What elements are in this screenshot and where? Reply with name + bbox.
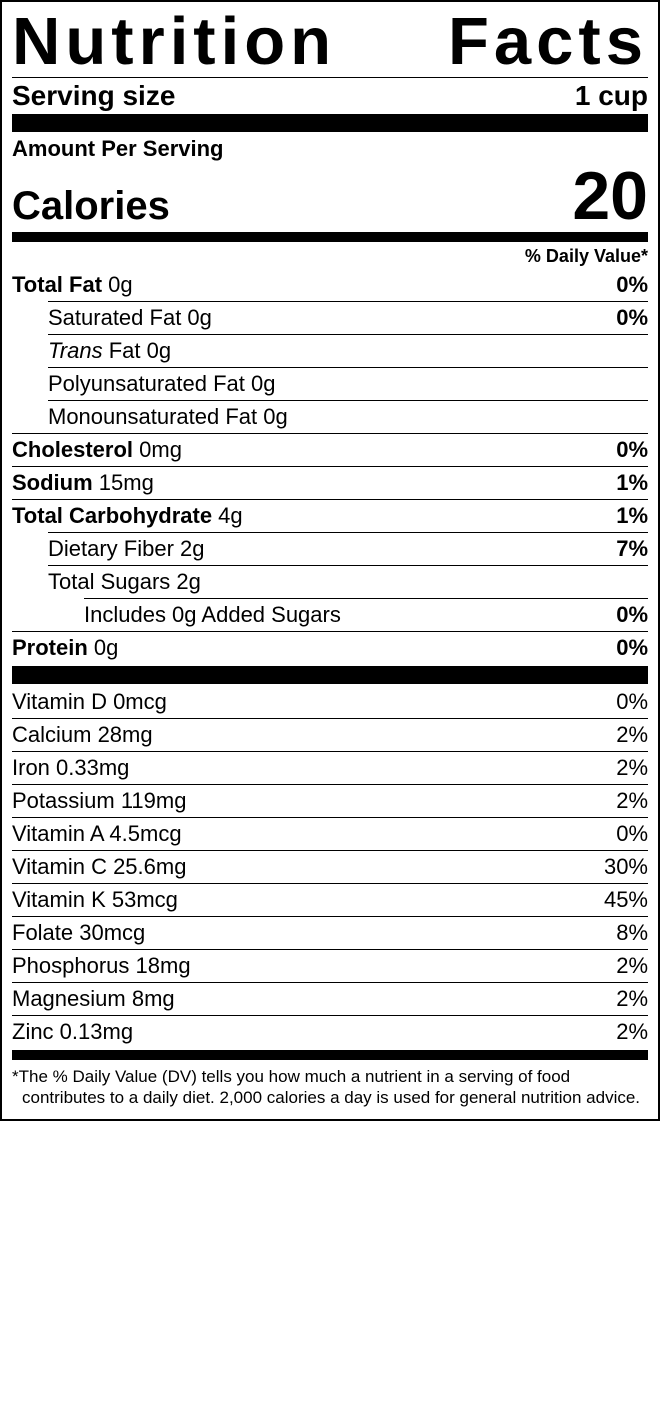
micronutrient-dv: 2% (616, 953, 648, 979)
dv-header: % Daily Value* (12, 246, 648, 267)
micronutrient-row: Vitamin C 25.6mg 30% (12, 850, 648, 883)
nutrient-dv: 0% (616, 305, 648, 331)
title: Nutrition Facts (12, 8, 648, 75)
micronutrient-dv: 2% (616, 788, 648, 814)
micronutrient-row: Magnesium 8mg 2% (12, 982, 648, 1015)
nutrient-dv: 0% (616, 602, 648, 628)
micronutrient-name: Vitamin A 4.5mcg (12, 821, 182, 847)
nutrient-row: Sodium 15mg 1% (12, 466, 648, 499)
nutrient-dv: 0% (616, 635, 648, 661)
nutrient-name: Polyunsaturated Fat 0g (12, 371, 276, 397)
micronutrient-row: Folate 30mcg 8% (12, 916, 648, 949)
nutrient-row: Monounsaturated Fat 0g (12, 401, 648, 433)
micronutrient-dv: 2% (616, 1019, 648, 1045)
nutrition-facts-label: Nutrition Facts Serving size 1 cup Amoun… (0, 0, 660, 1121)
nutrient-name: Protein 0g (12, 635, 118, 661)
nutrient-dv: 7% (616, 536, 648, 562)
micronutrient-name: Phosphorus 18mg (12, 953, 191, 979)
rule-med (12, 232, 648, 242)
nutrient-row: Total Sugars 2g (12, 566, 648, 598)
serving-size-value: 1 cup (575, 80, 648, 112)
nutrient-name: Cholesterol 0mg (12, 437, 182, 463)
nutrient-name: Total Fat 0g (12, 272, 133, 298)
nutrient-dv: 1% (616, 503, 648, 529)
nutrient-row: Protein 0g 0% (12, 631, 648, 664)
micronutrient-name: Calcium 28mg (12, 722, 153, 748)
nutrient-row: Saturated Fat 0g 0% (12, 302, 648, 334)
micronutrient-dv: 2% (616, 755, 648, 781)
nutrient-row: Total Fat 0g 0% (12, 269, 648, 301)
micronutrient-dv: 45% (604, 887, 648, 913)
nutrient-name: Trans Fat 0g (12, 338, 171, 364)
rule-med (12, 1050, 648, 1060)
micronutrient-dv: 8% (616, 920, 648, 946)
footnote: *The % Daily Value (DV) tells you how mu… (12, 1066, 648, 1109)
micronutrient-name: Zinc 0.13mg (12, 1019, 133, 1045)
micronutrient-name: Vitamin K 53mcg (12, 887, 178, 913)
micronutrient-name: Vitamin C 25.6mg (12, 854, 186, 880)
micronutrient-name: Vitamin D 0mcg (12, 689, 167, 715)
nutrient-dv: 0% (616, 272, 648, 298)
rule-thick (12, 666, 648, 684)
micronutrient-name: Magnesium 8mg (12, 986, 175, 1012)
micronutrient-dv: 2% (616, 986, 648, 1012)
nutrient-name: Monounsaturated Fat 0g (12, 404, 288, 430)
nutrient-row: Trans Fat 0g (12, 335, 648, 367)
nutrient-dv: 1% (616, 470, 648, 496)
nutrient-name: Dietary Fiber 2g (12, 536, 205, 562)
micronutrient-row: Vitamin D 0mcg 0% (12, 686, 648, 718)
micronutrient-row: Calcium 28mg 2% (12, 718, 648, 751)
calories-value: 20 (572, 162, 648, 230)
nutrient-row: Dietary Fiber 2g 7% (12, 533, 648, 565)
micronutrients-section: Vitamin D 0mcg0%Calcium 28mg2%Iron 0.33m… (12, 686, 648, 1048)
nutrient-name: Total Carbohydrate 4g (12, 503, 243, 529)
micronutrient-name: Folate 30mcg (12, 920, 145, 946)
calories-label: Calories (12, 186, 170, 226)
nutrient-name: Includes 0g Added Sugars (12, 602, 341, 628)
calories-row: Calories 20 (12, 162, 648, 230)
micronutrient-dv: 30% (604, 854, 648, 880)
nutrient-name: Total Sugars 2g (12, 569, 201, 595)
amount-per-serving: Amount Per Serving (12, 136, 648, 162)
nutrient-name: Sodium 15mg (12, 470, 154, 496)
micronutrient-row: Iron 0.33mg 2% (12, 751, 648, 784)
serving-size-label: Serving size (12, 80, 175, 112)
micronutrient-dv: 0% (616, 821, 648, 847)
nutrient-row: Polyunsaturated Fat 0g (12, 368, 648, 400)
rule-thick (12, 114, 648, 132)
nutrient-row: Cholesterol 0mg 0% (12, 433, 648, 466)
micronutrient-name: Potassium 119mg (12, 788, 186, 814)
micronutrient-row: Vitamin A 4.5mcg 0% (12, 817, 648, 850)
nutrient-row: Includes 0g Added Sugars 0% (12, 599, 648, 631)
micronutrient-dv: 2% (616, 722, 648, 748)
serving-size-row: Serving size 1 cup (12, 80, 648, 112)
micronutrient-row: Potassium 119mg 2% (12, 784, 648, 817)
nutrients-section: Total Fat 0g 0% Saturated Fat 0g 0% Trans Fa… (12, 269, 648, 664)
micronutrient-row: Vitamin K 53mcg 45% (12, 883, 648, 916)
nutrient-name: Saturated Fat 0g (12, 305, 212, 331)
micronutrient-dv: 0% (616, 689, 648, 715)
micronutrient-row: Phosphorus 18mg 2% (12, 949, 648, 982)
micronutrient-row: Zinc 0.13mg 2% (12, 1015, 648, 1048)
micronutrient-name: Iron 0.33mg (12, 755, 129, 781)
nutrient-dv: 0% (616, 437, 648, 463)
nutrient-row: Total Carbohydrate 4g 1% (12, 499, 648, 532)
